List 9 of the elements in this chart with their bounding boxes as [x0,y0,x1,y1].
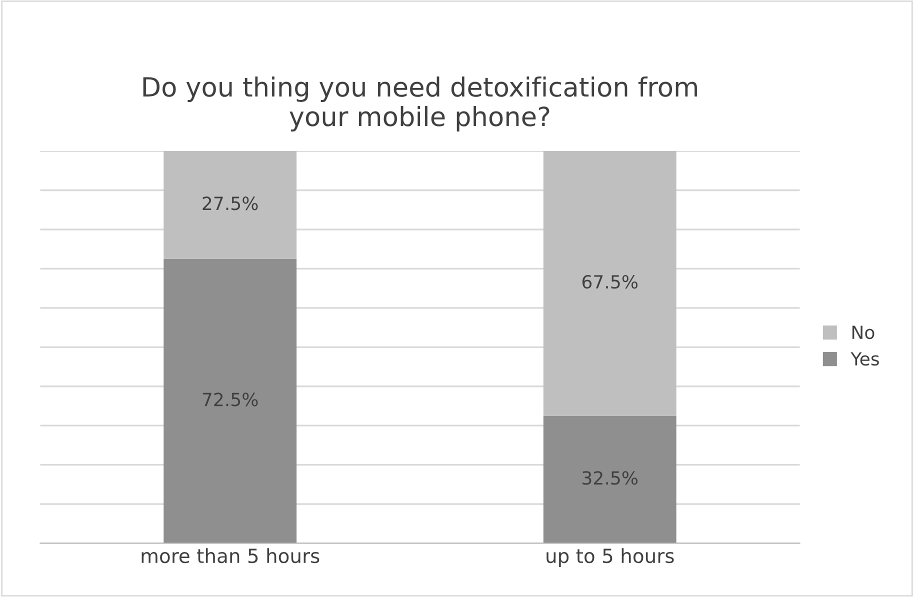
chart-title: Do you thing you need detoxification from your mobile phone? [143,76,697,132]
x-tick-label: up to 5 hours [546,548,674,567]
data-label: 32.5% [582,471,638,485]
legend-label: Yes [850,352,879,366]
x-tick-label: more than 5 hours [142,548,320,564]
data-label: 67.5% [582,275,638,289]
data-label: 72.5% [202,392,258,406]
legend-label: No [852,326,874,340]
data-label: 27.5% [202,196,258,210]
